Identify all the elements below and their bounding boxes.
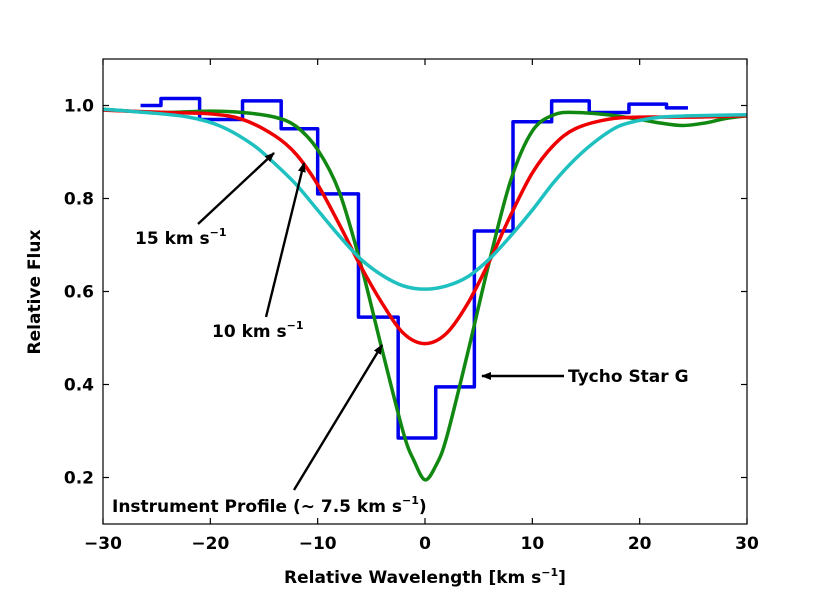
annotation-arrows bbox=[197, 152, 564, 491]
arrow-15kms bbox=[197, 152, 275, 225]
annotation-instrument-profile: Instrument Profile (∼ 7.5 km s−1) bbox=[112, 494, 427, 517]
y-axis-label: Relative Flux bbox=[25, 230, 45, 355]
series-line-1 bbox=[103, 107, 747, 482]
x-tick-label: −20 bbox=[191, 534, 229, 554]
arrow-instrument-profile bbox=[292, 344, 384, 491]
x-axis-label: Relative Wavelength [km s−1] bbox=[284, 566, 566, 588]
series-line-0 bbox=[140, 96, 688, 440]
x-tick-label: −10 bbox=[299, 534, 337, 554]
y-tick-label: 0.8 bbox=[64, 190, 94, 210]
arrow-10kms bbox=[264, 162, 306, 318]
annotation-10kms: 10 km s−1 bbox=[212, 319, 304, 342]
plot-frame bbox=[102, 58, 748, 525]
x-tick-label: 30 bbox=[735, 534, 759, 554]
x-tick-label: −30 bbox=[84, 534, 122, 554]
x-tick-label: 20 bbox=[628, 534, 652, 554]
annotation-15kms: 15 km s−1 bbox=[135, 226, 227, 249]
series-layer bbox=[103, 96, 747, 482]
series-line-2 bbox=[103, 108, 747, 346]
annotation-tycho-star-g: Tycho Star G bbox=[568, 367, 689, 387]
annotations: 15 km s−1 10 km s−1 Tycho Star G Instrum… bbox=[112, 226, 689, 517]
ticks-layer: −30 −20 −10 0 10 20 30 0.2 0.4 0.6 0.8 1.0 bbox=[64, 59, 759, 554]
x-tick-label: 0 bbox=[419, 534, 431, 554]
x-tick-label: 10 bbox=[520, 534, 544, 554]
y-tick-label: 0.4 bbox=[64, 376, 94, 396]
y-tick-label: 0.2 bbox=[64, 469, 94, 489]
y-tick-label: 0.6 bbox=[64, 283, 94, 303]
series-line-3 bbox=[103, 107, 747, 291]
y-tick-label: 1.0 bbox=[64, 97, 94, 117]
